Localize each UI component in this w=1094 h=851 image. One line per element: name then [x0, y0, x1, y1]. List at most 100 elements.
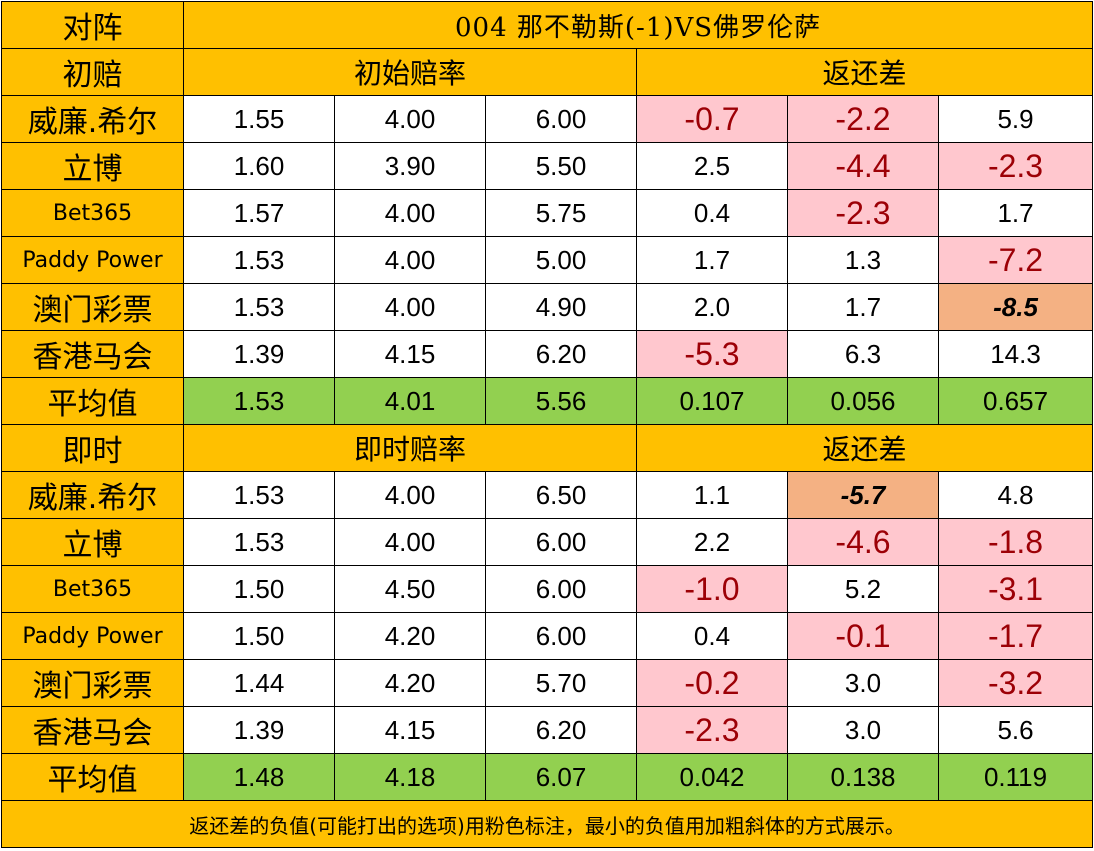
odds-cell: 4.20: [334, 612, 486, 660]
initial-average-odds-away: 5.56: [485, 377, 637, 425]
title-row: 对阵 004 那不勒斯(-1)VS佛罗伦萨: [1, 1, 1094, 49]
rebate-diff-negative-cell: -0.7: [636, 95, 788, 143]
initial-average-diff-home: 0.107: [636, 377, 788, 425]
initial-rebate-header: 返还差: [635, 48, 1094, 96]
rebate-diff-negative-cell: -3.1: [937, 565, 1094, 613]
rebate-diff-cell: 1.3: [787, 236, 939, 284]
odds-cell: 5.75: [485, 189, 637, 237]
initial-average-diff-away: 0.657: [937, 377, 1094, 425]
odds-cell: 4.00: [334, 236, 486, 284]
odds-cell: 6.00: [485, 95, 637, 143]
initial-average-label: 平均值: [1, 377, 184, 425]
rebate-diff-negative-cell: -1.7: [937, 612, 1094, 660]
live-bookmaker-row: 威廉.希尔 1.53 4.00 6.50 1.1 -5.7 4.8: [1, 471, 1094, 519]
bookmaker-name: Paddy Power: [1, 236, 184, 284]
odds-cell: 3.90: [334, 142, 486, 190]
rebate-diff-cell: 1.7: [937, 189, 1094, 237]
bookmaker-name: 立博: [1, 142, 184, 190]
bookmaker-name: Paddy Power: [1, 612, 184, 660]
bookmaker-name: 澳门彩票: [1, 283, 184, 331]
match-title: 004 那不勒斯(-1)VS佛罗伦萨: [182, 1, 1094, 49]
rebate-diff-negative-cell: -0.2: [636, 659, 788, 707]
rebate-diff-negative-cell: -0.1: [787, 612, 939, 660]
bookmaker-name: Bet365: [1, 189, 184, 237]
odds-cell: 1.53: [183, 518, 335, 566]
odds-cell: 1.60: [183, 142, 335, 190]
live-average-row: 平均值 1.48 4.18 6.07 0.042 0.138 0.119: [1, 753, 1094, 801]
rebate-diff-negative-cell: -4.4: [787, 142, 939, 190]
rebate-diff-cell: 0.4: [636, 189, 788, 237]
odds-cell: 4.00: [334, 95, 486, 143]
rebate-diff-negative-cell: -2.3: [636, 706, 788, 754]
bookmaker-name: 香港马会: [1, 706, 184, 754]
initial-average-odds-draw: 4.01: [334, 377, 486, 425]
live-average-diff-draw: 0.138: [787, 753, 939, 801]
rebate-diff-negative-cell: -2.3: [787, 189, 939, 237]
odds-cell: 1.53: [183, 471, 335, 519]
odds-cell: 1.53: [183, 283, 335, 331]
footnote: 返还差的负值(可能打出的选项)用粉色标注，最小的负值用加粗斜体的方式展示。: [0, 800, 1094, 848]
rebate-diff-cell: 1.7: [636, 236, 788, 284]
initial-odds-header: 初始赔率: [183, 48, 637, 96]
rebate-diff-cell: 0.4: [636, 612, 788, 660]
odds-cell: 4.00: [334, 283, 486, 331]
odds-cell: 1.44: [183, 659, 335, 707]
rebate-diff-negative-cell: -2.3: [937, 142, 1094, 190]
initial-odds-label: 初赔: [1, 48, 184, 96]
initial-average-diff-draw: 0.056: [787, 377, 939, 425]
rebate-diff-negative-cell: -1.8: [937, 518, 1094, 566]
initial-section-header: 初赔 初始赔率 返还差: [1, 48, 1094, 96]
rebate-diff-cell: 2.0: [636, 283, 788, 331]
rebate-diff-cell: 2.5: [636, 142, 788, 190]
rebate-diff-cell: 2.2: [636, 518, 788, 566]
odds-cell: 4.00: [334, 471, 486, 519]
live-bookmaker-row: 立博 1.53 4.00 6.00 2.2 -4.6 -1.8: [1, 518, 1094, 566]
odds-cell: 4.15: [334, 706, 486, 754]
rebate-diff-negative-cell: -3.2: [937, 659, 1094, 707]
rebate-diff-cell: 5.9: [937, 95, 1094, 143]
initial-bookmaker-row: 香港马会 1.39 4.15 6.20 -5.3 6.3 14.3: [1, 330, 1094, 378]
odds-cell: 6.00: [485, 565, 637, 613]
live-bookmaker-row: Paddy Power 1.50 4.20 6.00 0.4 -0.1 -1.7: [1, 612, 1094, 660]
rebate-diff-minimum-cell: -8.5: [937, 283, 1094, 331]
odds-cell: 4.00: [334, 518, 486, 566]
initial-bookmaker-row: Paddy Power 1.53 4.00 5.00 1.7 1.3 -7.2: [1, 236, 1094, 284]
live-bookmaker-row: Bet365 1.50 4.50 6.00 -1.0 5.2 -3.1: [1, 565, 1094, 613]
initial-bookmaker-row: 威廉.希尔 1.55 4.00 6.00 -0.7 -2.2 5.9: [1, 95, 1094, 143]
odds-cell: 6.00: [485, 518, 637, 566]
bookmaker-name: 澳门彩票: [1, 659, 184, 707]
rebate-diff-cell: 6.3: [787, 330, 939, 378]
odds-cell: 1.50: [183, 565, 335, 613]
live-average-diff-home: 0.042: [636, 753, 788, 801]
rebate-diff-minimum-cell: -5.7: [787, 471, 939, 519]
odds-cell: 4.50: [334, 565, 486, 613]
live-average-diff-away: 0.119: [937, 753, 1094, 801]
odds-cell: 4.15: [334, 330, 486, 378]
live-bookmaker-row: 澳门彩票 1.44 4.20 5.70 -0.2 3.0 -3.2: [1, 659, 1094, 707]
live-bookmaker-row: 香港马会 1.39 4.15 6.20 -2.3 3.0 5.6: [1, 706, 1094, 754]
odds-cell: 1.50: [183, 612, 335, 660]
odds-cell: 1.55: [183, 95, 335, 143]
bookmaker-name: 威廉.希尔: [1, 471, 184, 519]
bookmaker-name: 香港马会: [1, 330, 184, 378]
odds-cell: 1.57: [183, 189, 335, 237]
rebate-diff-cell: 1.7: [787, 283, 939, 331]
live-odds-header: 即时赔率: [183, 424, 637, 472]
footnote-row: 返还差的负值(可能打出的选项)用粉色标注，最小的负值用加粗斜体的方式展示。: [0, 800, 1094, 848]
bookmaker-name: 立博: [1, 518, 184, 566]
initial-average-row: 平均值 1.53 4.01 5.56 0.107 0.056 0.657: [1, 377, 1094, 425]
odds-cell: 1.39: [183, 706, 335, 754]
rebate-diff-negative-cell: -2.2: [787, 95, 939, 143]
rebate-diff-cell: 3.0: [787, 706, 939, 754]
live-average-odds-home: 1.48: [183, 753, 335, 801]
rebate-diff-negative-cell: -7.2: [937, 236, 1094, 284]
odds-cell: 6.20: [485, 330, 637, 378]
live-section-header: 即时 即时赔率 返还差: [1, 424, 1094, 472]
rebate-diff-cell: 5.6: [937, 706, 1094, 754]
initial-bookmaker-row: Bet365 1.57 4.00 5.75 0.4 -2.3 1.7: [1, 189, 1094, 237]
rebate-diff-cell: 5.2: [787, 565, 939, 613]
matchup-label: 对阵: [1, 1, 184, 49]
rebate-diff-negative-cell: -1.0: [636, 565, 788, 613]
odds-cell: 1.39: [183, 330, 335, 378]
